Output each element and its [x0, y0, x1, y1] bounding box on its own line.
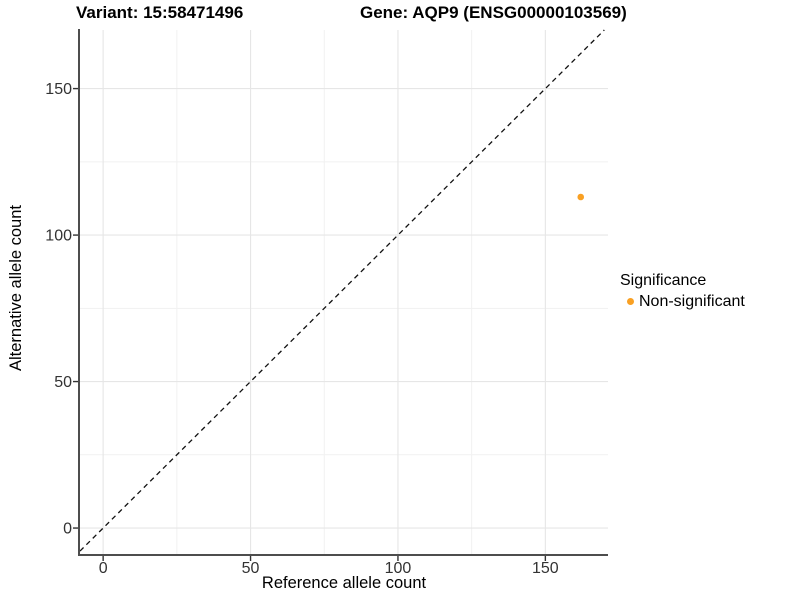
plot-title-gene: Gene: AQP9 (ENSG00000103569)	[360, 3, 627, 22]
x-tick-label: 150	[532, 560, 559, 577]
y-tick-label: 150	[45, 81, 72, 98]
y-tick-label: 0	[63, 521, 72, 538]
legend-item: Non-significant	[620, 292, 745, 311]
data-point	[577, 193, 585, 201]
x-tick-label: 0	[99, 560, 108, 577]
x-tick-label: 50	[242, 560, 260, 577]
x-tick-label: 100	[385, 560, 412, 577]
legend-title: Significance	[620, 272, 707, 289]
x-axis-title: Reference allele count	[261, 574, 427, 592]
legend-item-label: Non-significant	[639, 292, 745, 310]
y-tick-label: 50	[54, 374, 72, 391]
y-tick-label: 100	[45, 228, 72, 245]
identity-line	[79, 29, 605, 552]
plot-title-variant: Variant: 15:58471496	[76, 3, 244, 22]
y-axis-title: Alternative allele count	[7, 205, 25, 372]
legend-point-icon	[627, 298, 634, 305]
legend: Significance Non-significant	[620, 271, 745, 311]
